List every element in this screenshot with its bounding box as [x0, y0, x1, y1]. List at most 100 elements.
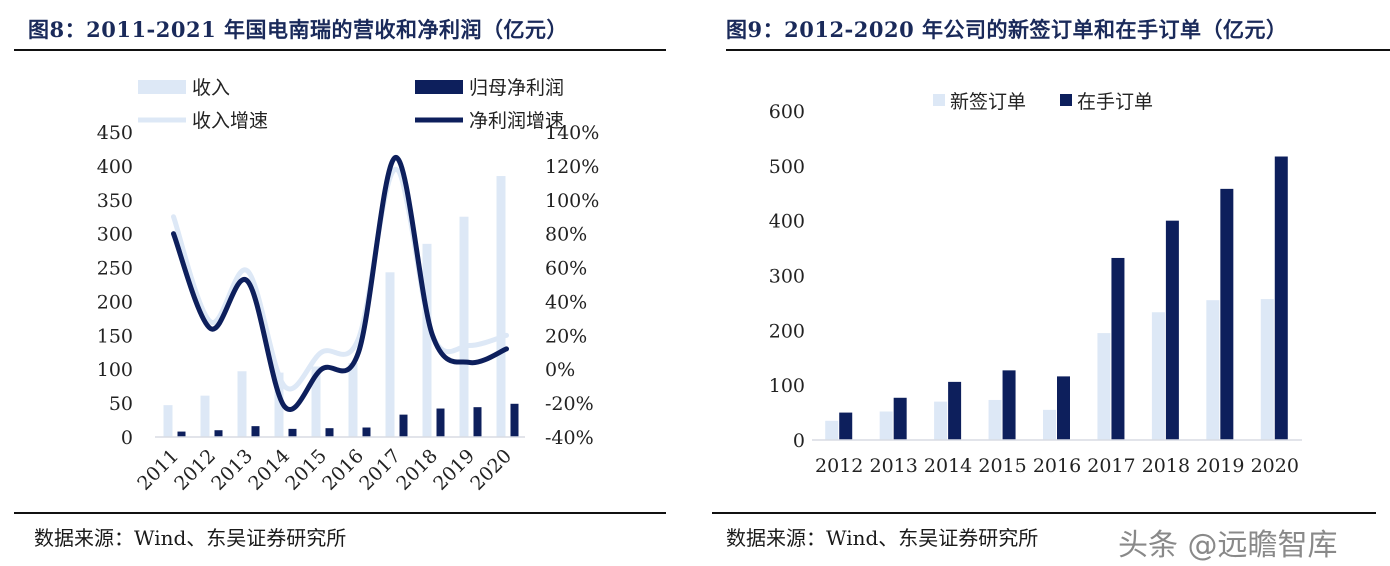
revenue-bar: [274, 372, 284, 437]
orders-on-hand-bar: [893, 397, 907, 440]
right-y-tick: 600: [769, 101, 805, 123]
left-y-tick: 0: [121, 427, 133, 449]
revenue-growth-line: [171, 166, 509, 392]
right-x-tick: 2015: [978, 455, 1026, 477]
legend-label-new-orders: 新签订单: [950, 91, 1026, 113]
orders-on-hand-bar: [1274, 156, 1288, 440]
right-x-tick: 2013: [869, 455, 917, 477]
right-x-tick: 2020: [1251, 455, 1299, 477]
right-x-tick: 2014: [924, 455, 972, 477]
right-y-tick: 100: [769, 375, 805, 397]
left-x-tick: 2015: [281, 445, 331, 495]
left-y-tick: 100: [97, 359, 133, 381]
revenue-bar: [163, 405, 173, 437]
right-y-tick: 100%: [545, 190, 599, 212]
left-y-tick: 150: [97, 325, 133, 347]
net-profit-growth-line: [171, 154, 509, 412]
left-y-tick: 200: [97, 291, 133, 313]
right-x-tick: 2017: [1087, 455, 1135, 477]
net-profit-bar: [288, 428, 297, 437]
left-figure-title: 图8：2011-2021 年国电南瑞的营收和净利润（亿元）: [28, 17, 569, 42]
right-y-tick: 200: [769, 320, 805, 342]
left-x-tick: 2017: [355, 445, 405, 495]
right-y-tick: 80%: [545, 224, 587, 246]
right-y-tick: -20%: [545, 393, 594, 415]
left-x-tick: 2019: [429, 445, 479, 495]
new-orders-bar: [1043, 409, 1056, 440]
right-x-tick: 2019: [1196, 455, 1244, 477]
orders-on-hand-bar: [1220, 188, 1234, 440]
left-y-tick: 50: [109, 393, 133, 415]
left-bottom-rule: [14, 512, 666, 514]
left-x-tick: 2011: [133, 445, 183, 495]
net-profit-bar: [214, 430, 223, 437]
right-y-tick: 60%: [545, 258, 587, 280]
orders-on-hand-bar: [1057, 376, 1070, 440]
left-x-tick: 2016: [318, 445, 368, 495]
revenue-bar: [200, 395, 210, 437]
orders-on-hand-bar: [1165, 220, 1179, 440]
orders-on-hand-bar: [1002, 370, 1016, 440]
right-figure-title: 图9：2012-2020 年公司的新签订单和在手订单（亿元）: [726, 17, 1288, 42]
legend-swatch-new-orders: [933, 94, 945, 106]
net-profit-bar: [473, 407, 482, 437]
new-orders-bar: [1151, 312, 1165, 440]
legend-label-revenue-growth: 收入增速: [192, 110, 268, 132]
left-y-tick: 350: [97, 190, 133, 212]
left-x-tick: 2018: [392, 445, 442, 495]
left-x-tick: 2013: [207, 445, 257, 495]
net-profit-bar: [510, 403, 519, 437]
net-profit-bar: [251, 426, 260, 437]
legend-label-net-profit-growth: 净利润增速: [469, 110, 564, 132]
legend-label-orders-on-hand: 在手订单: [1077, 91, 1153, 113]
net-profit-bar: [177, 431, 186, 437]
right-chart: 0 100 200 300 400 500 600 2012 2013 2014 2015 2016 2…: [769, 91, 1302, 477]
right-y-tick: 300: [769, 266, 805, 288]
new-orders-bar: [1097, 333, 1111, 440]
orders-on-hand-bar: [1111, 257, 1125, 440]
left-x-tick: 2012: [170, 445, 220, 495]
left-y-tick: 400: [97, 156, 133, 178]
net-profit-bar: [362, 427, 371, 437]
right-top-rule: [726, 49, 1390, 51]
right-bottom-rule: [712, 512, 1376, 514]
right-y-tick: 500: [769, 156, 805, 178]
legend-swatch-orders-on-hand: [1060, 94, 1072, 106]
left-y-tick: 450: [97, 122, 133, 144]
net-profit-bar: [436, 408, 445, 437]
new-orders-bar: [988, 399, 1002, 440]
right-x-tick: 2012: [815, 455, 863, 477]
right-panel: 图9：2012-2020 年公司的新签订单和在手订单（亿元） 0 100 200 30…: [712, 0, 1390, 566]
left-x-tick: 2014: [244, 445, 294, 495]
right-source: 数据来源：Wind、东吴证券研究所: [726, 526, 1039, 550]
legend-label-revenue: 收入: [192, 77, 230, 99]
revenue-bar: [385, 272, 395, 437]
right-y-tick: 0: [793, 430, 805, 452]
right-y-tick: 0%: [545, 359, 575, 381]
right-y-tick: 40%: [545, 291, 587, 313]
right-x-tick: 2018: [1142, 455, 1190, 477]
new-orders-bar: [934, 401, 948, 440]
new-orders-bar: [825, 420, 839, 440]
revenue-bar: [348, 363, 358, 437]
left-y-tick: 300: [97, 224, 133, 246]
new-orders-bar: [1206, 300, 1220, 440]
net-profit-bar: [399, 414, 408, 437]
revenue-bar: [237, 371, 247, 437]
new-orders-bar: [1260, 299, 1274, 440]
right-x-tick: 2016: [1033, 455, 1081, 477]
right-y-tick: 120%: [545, 156, 599, 178]
legend-label-net-profit: 归母净利润: [469, 77, 564, 99]
watermark: 头条 @远瞻智库: [1118, 528, 1338, 563]
revenue-bar: [422, 243, 432, 437]
right-y-tick: -40%: [545, 427, 594, 449]
right-y-tick: 20%: [545, 325, 587, 347]
revenue-bar: [496, 176, 506, 438]
left-top-rule: [14, 49, 666, 51]
net-profit-bar: [325, 428, 334, 437]
orders-on-hand-bar: [839, 412, 853, 440]
left-panel: 图8：2011-2021 年国电南瑞的营收和净利润（亿元） 0 50 100 150 2…: [0, 0, 680, 566]
revenue-bar: [459, 216, 469, 437]
left-chart: 0 50 100 150 200 250 300 350 400 450 -40% -20% 0% 20%…: [97, 77, 600, 495]
right-y-tick: 140%: [545, 122, 599, 144]
